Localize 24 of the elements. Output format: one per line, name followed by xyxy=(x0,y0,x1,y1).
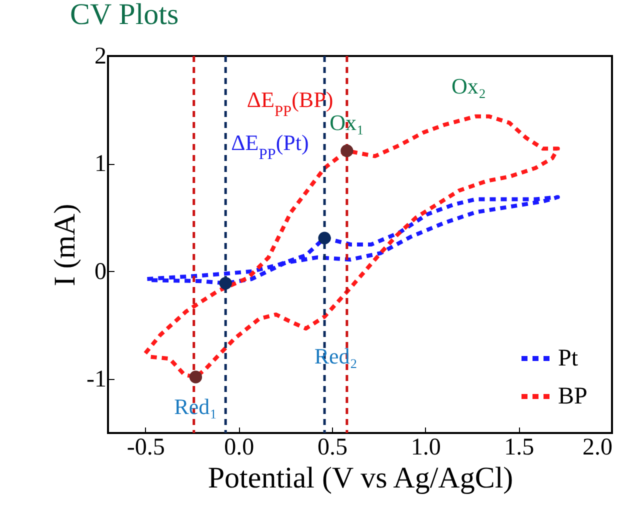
y-tick-label: 0 xyxy=(94,258,106,285)
annotation: Red₁ xyxy=(174,394,218,419)
y-tick-label: -1 xyxy=(86,366,106,393)
x-tick-label: 0.0 xyxy=(224,434,254,460)
legend-label: Pt xyxy=(558,346,578,372)
point xyxy=(318,232,331,244)
legend-label: BP xyxy=(558,384,588,410)
annotation: Ox₁ xyxy=(330,110,364,135)
y-axis-title: I (mA) xyxy=(48,204,82,286)
y-tick-label: 2 xyxy=(94,44,106,70)
x-tick-label: 0.5 xyxy=(318,434,348,460)
annotation: Red₂ xyxy=(314,344,358,369)
x-axis-title: Potential (V vs Ag/AgCl) xyxy=(208,462,514,494)
point xyxy=(189,370,202,384)
x-tick-label: 1.5 xyxy=(504,434,534,460)
chart-title: CV Plots xyxy=(70,0,179,31)
point xyxy=(219,276,232,290)
point xyxy=(340,144,354,158)
annotation: Ox₂ xyxy=(452,73,486,98)
x-tick-label: 1.0 xyxy=(410,434,441,460)
y-tick-label: 1 xyxy=(94,151,106,178)
annotation: ΔE$_{PP}$(Pt) xyxy=(231,130,309,162)
x-tick-label: 2.0 xyxy=(582,434,612,460)
x-tick-label: -0.5 xyxy=(126,434,165,460)
